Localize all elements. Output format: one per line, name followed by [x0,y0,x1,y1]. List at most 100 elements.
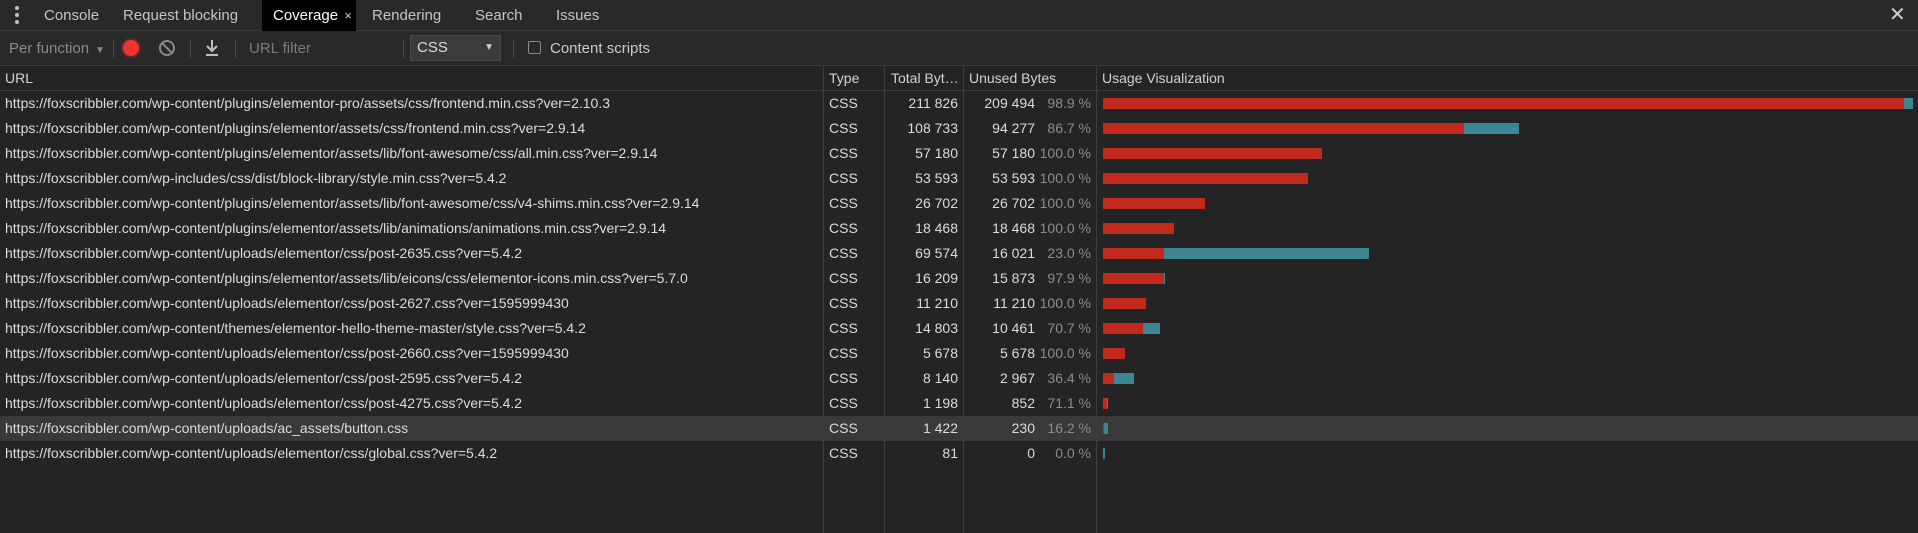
unused-bytes-cell: 94 277 [992,120,1035,136]
total-bytes-cell: 8 140 [922,370,958,386]
table-row[interactable]: https://foxscribbler.com/wp-content/uplo… [0,366,1918,391]
coverage-table: URL Type Total Byt… Unused Bytes Usage V… [0,66,1918,533]
type-cell: CSS [829,395,858,411]
table-row[interactable]: https://foxscribbler.com/wp-content/plug… [0,266,1918,291]
used-bytes-bar [1107,398,1108,409]
type-cell: CSS [829,195,858,211]
resource-type-select[interactable]: CSS ▼ [410,35,501,61]
table-row[interactable]: https://foxscribbler.com/wp-content/them… [0,316,1918,341]
usage-bar [1103,373,1134,384]
column-header-url[interactable]: URL [5,70,34,86]
column-divider[interactable] [884,66,885,533]
url-cell: https://foxscribbler.com/wp-content/uplo… [5,445,498,461]
used-bytes-bar [1114,373,1134,384]
used-bytes-bar [1164,248,1369,259]
unused-percent-cell: 97.9 % [1047,270,1091,286]
coverage-toolbar: Per function ▼ CSS ▼ Content scripts [0,31,1918,66]
unused-bytes-bar [1103,348,1125,359]
column-divider[interactable] [1096,66,1097,533]
close-icon[interactable]: × [344,8,352,23]
record-icon[interactable] [123,40,139,56]
usage-bar [1103,273,1165,284]
used-bytes-bar [1164,273,1165,284]
clear-icon[interactable] [159,40,175,56]
content-scripts-checkbox[interactable] [528,41,541,54]
unused-bytes-cell: 26 702 [992,195,1035,211]
more-vertical-icon[interactable] [14,6,20,26]
unused-percent-cell: 16.2 % [1047,420,1091,436]
column-divider[interactable] [963,66,964,533]
unused-bytes-cell: 852 [1011,395,1035,411]
table-row[interactable]: https://foxscribbler.com/wp-includes/css… [0,166,1918,191]
column-header-type[interactable]: Type [829,70,860,86]
unused-percent-cell: 100.0 % [1039,195,1091,211]
tab-label: Search [475,7,523,24]
unused-bytes-cell: 209 494 [984,95,1035,111]
table-row[interactable]: https://foxscribbler.com/wp-content/uplo… [0,391,1918,416]
unused-percent-cell: 86.7 % [1047,120,1091,136]
table-row[interactable]: https://foxscribbler.com/wp-content/plug… [0,191,1918,216]
type-cell: CSS [829,145,858,161]
used-bytes-bar [1103,448,1105,459]
url-cell: https://foxscribbler.com/wp-content/uplo… [5,395,523,411]
table-row[interactable]: https://foxscribbler.com/wp-content/plug… [0,141,1918,166]
coverage-type-label: Per function [9,40,90,57]
table-row[interactable]: https://foxscribbler.com/wp-content/plug… [0,216,1918,241]
url-cell: https://foxscribbler.com/wp-content/plug… [5,220,667,236]
unused-bytes-bar [1103,323,1143,334]
usage-bar [1103,348,1125,359]
table-row[interactable]: https://foxscribbler.com/wp-content/plug… [0,116,1918,141]
total-bytes-cell: 16 209 [915,270,958,286]
resource-type-value: CSS [417,39,448,56]
table-row[interactable]: https://foxscribbler.com/wp-content/plug… [0,91,1918,116]
unused-percent-cell: 36.4 % [1047,370,1091,386]
total-bytes-cell: 69 574 [915,245,958,261]
type-cell: CSS [829,370,858,386]
unused-bytes-bar [1103,248,1164,259]
coverage-type-dropdown[interactable]: Per function ▼ [9,31,105,66]
unused-bytes-bar [1103,98,1904,109]
download-icon[interactable] [203,38,221,58]
unused-bytes-bar [1103,173,1308,184]
unused-percent-cell: 100.0 % [1039,345,1091,361]
total-bytes-cell: 26 702 [915,195,958,211]
table-row[interactable]: https://foxscribbler.com/wp-content/uplo… [0,291,1918,316]
used-bytes-bar [1104,423,1108,434]
usage-bar [1103,198,1205,209]
unused-percent-cell: 100.0 % [1039,220,1091,236]
tab-console[interactable]: Console [44,0,99,31]
type-cell: CSS [829,270,858,286]
unused-percent-cell: 71.1 % [1047,395,1091,411]
table-row[interactable]: https://foxscribbler.com/wp-content/uplo… [0,441,1918,466]
unused-bytes-cell: 18 468 [992,220,1035,236]
unused-bytes-bar [1103,423,1104,434]
close-drawer-icon[interactable]: ✕ [1889,4,1906,26]
table-row[interactable]: https://foxscribbler.com/wp-content/uplo… [0,341,1918,366]
tab-request-blocking[interactable]: Request blocking [123,0,238,31]
content-scripts-label: Content scripts [550,40,651,57]
unused-percent-cell: 100.0 % [1039,170,1091,186]
unused-bytes-cell: 0 [1027,445,1035,461]
table-row[interactable]: https://foxscribbler.com/wp-content/uplo… [0,416,1918,441]
unused-bytes-cell: 16 021 [992,245,1035,261]
tab-search[interactable]: Search [475,0,523,31]
type-cell: CSS [829,120,858,136]
total-bytes-cell: 211 826 [908,95,958,111]
url-filter-input[interactable] [241,35,401,61]
column-header-unused-bytes[interactable]: Unused Bytes [969,70,1057,86]
tab-coverage[interactable]: Coverage × [262,0,356,31]
type-cell: CSS [829,245,858,261]
column-header-total-bytes[interactable]: Total Byt… [891,70,959,86]
table-row[interactable]: https://foxscribbler.com/wp-content/uplo… [0,241,1918,266]
total-bytes-cell: 14 803 [915,320,958,336]
tab-label: Request blocking [123,7,239,24]
tab-issues[interactable]: Issues [556,0,599,31]
url-cell: https://foxscribbler.com/wp-content/plug… [5,270,688,286]
column-header-usage-visualization[interactable]: Usage Visualization [1102,70,1225,86]
tab-label: Rendering [372,7,442,24]
tab-rendering[interactable]: Rendering [372,0,441,31]
usage-bar [1103,173,1308,184]
usage-bar [1103,248,1369,259]
toolbar-divider [235,39,236,58]
column-divider[interactable] [823,66,824,533]
